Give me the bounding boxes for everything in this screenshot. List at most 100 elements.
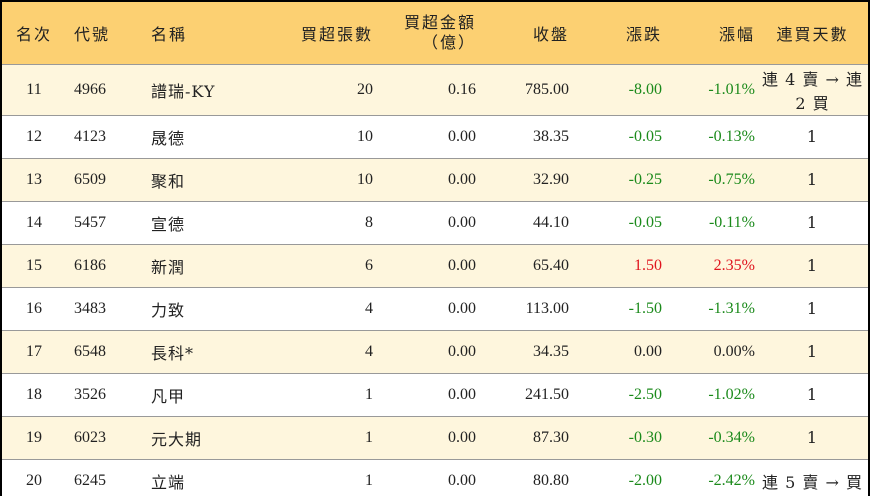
header-code: 代號	[74, 24, 111, 44]
cell-amount: 0.00	[448, 213, 476, 231]
cell-rank: 14	[26, 213, 42, 231]
table-row: 13 6509 聚和 10 0.00 32.90 -0.25 -0.75% 1	[2, 158, 868, 201]
cell-streak: 1	[806, 342, 819, 361]
cell-change-pct: -0.75%	[708, 170, 755, 188]
cell-amount: 0.00	[448, 385, 476, 403]
cell-lots: 1	[365, 471, 373, 489]
cell-amount: 0.00	[448, 127, 476, 145]
cell-name: 力致	[151, 300, 186, 320]
cell-rank: 18	[26, 385, 42, 403]
cell-code: 4966	[74, 80, 106, 98]
cell-rank: 11	[26, 80, 42, 98]
cell-change-pct: -1.02%	[708, 385, 755, 403]
cell-lots: 4	[365, 342, 373, 360]
cell-streak: 1	[806, 428, 819, 447]
cell-amount: 0.16	[448, 80, 476, 98]
cell-code: 5457	[74, 213, 106, 231]
cell-code: 6548	[74, 342, 106, 360]
cell-close: 113.00	[525, 299, 569, 317]
cell-name: 晟德	[151, 128, 186, 148]
cell-close: 785.00	[525, 80, 569, 98]
cell-close: 38.35	[533, 127, 569, 145]
cell-close: 87.30	[533, 428, 569, 446]
header-streak: 連買天數	[776, 24, 849, 44]
cell-close: 34.35	[533, 342, 569, 360]
header-rank: 名次	[15, 24, 52, 44]
cell-change: -1.50	[628, 299, 662, 317]
cell-code: 3526	[74, 385, 106, 403]
cell-name: 宣德	[151, 214, 186, 234]
cell-change-pct: -1.01%	[708, 80, 755, 98]
cell-code: 6023	[74, 428, 106, 446]
cell-rank: 15	[26, 256, 42, 274]
cell-change-pct: -1.31%	[708, 299, 755, 317]
cell-change: -0.25	[628, 170, 662, 188]
cell-change-pct: 2.35%	[713, 256, 755, 274]
table-row: 16 3483 力致 4 0.00 113.00 -1.50 -1.31% 1	[2, 287, 868, 330]
cell-change: -2.00	[628, 471, 662, 489]
cell-change: 1.50	[634, 256, 662, 274]
cell-change: -0.05	[628, 127, 662, 145]
cell-lots: 10	[357, 127, 373, 145]
table-row: 15 6186 新潤 6 0.00 65.40 1.50 2.35% 1	[2, 244, 868, 287]
cell-name: 新潤	[151, 257, 186, 277]
cell-close: 65.40	[533, 256, 569, 274]
cell-lots: 10	[357, 170, 373, 188]
cell-streak: 1	[806, 385, 819, 404]
header-name: 名稱	[151, 24, 188, 44]
cell-rank: 13	[26, 170, 42, 188]
cell-change-pct: -2.42%	[708, 471, 755, 489]
table-row: 20 6245 立端 1 0.00 80.80 -2.00 -2.42% 連 5…	[2, 459, 868, 502]
cell-close: 80.80	[533, 471, 569, 489]
cell-lots: 4	[365, 299, 373, 317]
cell-code: 6186	[74, 256, 106, 274]
cell-close: 44.10	[533, 213, 569, 231]
cell-amount: 0.00	[448, 428, 476, 446]
cell-lots: 6	[365, 256, 373, 274]
table-header-row: 名次 代號 名稱 買超張數 買超金額 （億） 收盤 漲跌 漲幅 連買天數	[2, 2, 868, 64]
table-row: 11 4966 譜瑞-KY 20 0.16 785.00 -8.00 -1.01…	[2, 64, 868, 115]
cell-rank: 19	[26, 428, 42, 446]
header-net-buy-amount-line2: （億）	[421, 32, 476, 52]
cell-change-pct: 0.00%	[713, 342, 755, 360]
cell-change: -8.00	[628, 80, 662, 98]
cell-amount: 0.00	[448, 170, 476, 188]
cell-name: 立端	[151, 472, 186, 492]
cell-change-pct: -0.13%	[708, 127, 755, 145]
cell-change: -2.50	[628, 385, 662, 403]
cell-code: 6509	[74, 170, 106, 188]
header-close: 收盤	[532, 24, 569, 44]
cell-streak: 連 5 賣 → 買	[762, 472, 863, 492]
cell-amount: 0.00	[448, 299, 476, 317]
cell-streak: 1	[806, 127, 819, 146]
cell-amount: 0.00	[448, 342, 476, 360]
cell-name: 元大期	[151, 429, 203, 449]
cell-change: 0.00	[634, 342, 662, 360]
cell-change: -0.05	[628, 213, 662, 231]
table-row: 18 3526 凡甲 1 0.00 241.50 -2.50 -1.02% 1	[2, 373, 868, 416]
table-row: 14 5457 宣德 8 0.00 44.10 -0.05 -0.11% 1	[2, 201, 868, 244]
cell-streak: 連 4 賣 → 連 2 買	[762, 69, 863, 113]
cell-lots: 1	[365, 385, 373, 403]
cell-rank: 12	[26, 127, 42, 145]
cell-change-pct: -0.34%	[708, 428, 755, 446]
table-body: 11 4966 譜瑞-KY 20 0.16 785.00 -8.00 -1.01…	[2, 64, 868, 502]
cell-name: 長科*	[151, 343, 195, 363]
table-row: 19 6023 元大期 1 0.00 87.30 -0.30 -0.34% 1	[2, 416, 868, 459]
cell-streak: 1	[806, 256, 819, 275]
cell-streak: 1	[806, 299, 819, 318]
cell-lots: 20	[357, 80, 373, 98]
cell-rank: 20	[26, 471, 42, 489]
cell-name: 凡甲	[151, 386, 186, 406]
cell-close: 241.50	[525, 385, 569, 403]
cell-name: 譜瑞-KY	[151, 81, 216, 101]
header-change-pct: 漲幅	[718, 24, 755, 44]
table-row: 12 4123 晟德 10 0.00 38.35 -0.05 -0.13% 1	[2, 115, 868, 158]
header-change: 漲跌	[625, 24, 662, 44]
cell-change-pct: -0.11%	[708, 213, 755, 231]
header-net-buy-lots: 買超張數	[300, 24, 373, 44]
cell-name: 聚和	[151, 171, 186, 191]
cell-streak: 1	[806, 170, 819, 189]
cell-rank: 17	[26, 342, 42, 360]
